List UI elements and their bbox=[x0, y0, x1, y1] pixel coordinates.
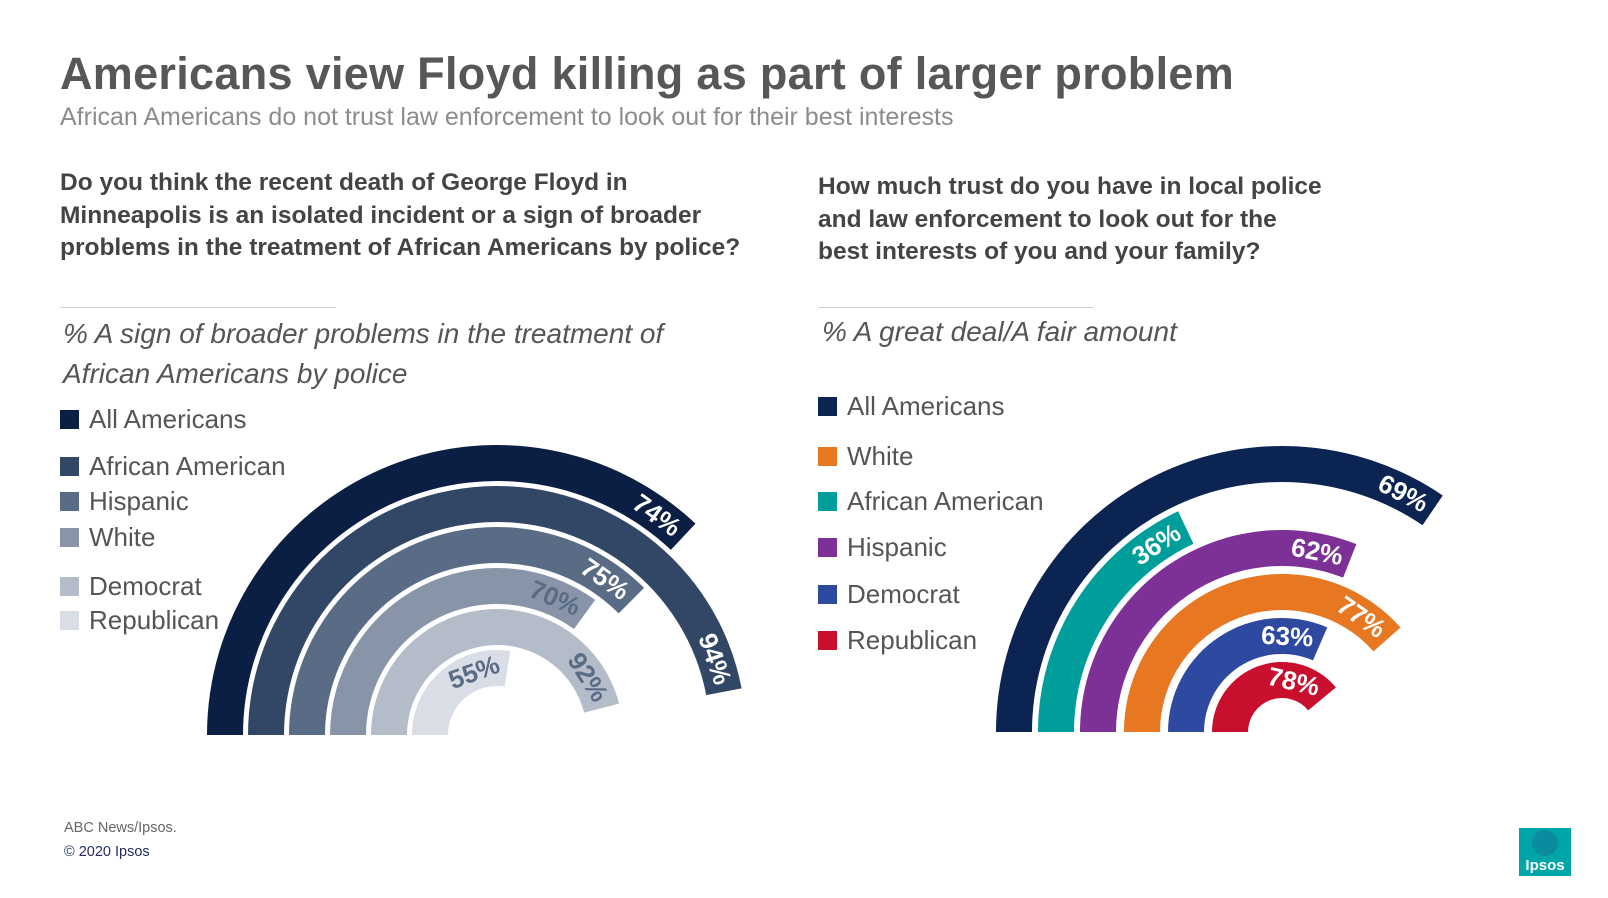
legend-swatch bbox=[60, 457, 79, 476]
legend-swatch bbox=[818, 447, 837, 466]
left-metric-label: % A sign of broader problems in the trea… bbox=[63, 318, 664, 389]
right-metric-label: % A great deal/A fair amount bbox=[822, 316, 1177, 347]
legend-swatch bbox=[818, 538, 837, 557]
right-question: How much trust do you have in local poli… bbox=[818, 173, 1322, 265]
legend-swatch bbox=[60, 577, 79, 596]
copyright-note: © 2020 Ipsos bbox=[64, 844, 150, 860]
legend-item: Democrat bbox=[818, 579, 960, 610]
left-divider bbox=[60, 307, 336, 308]
legend-label: All Americans bbox=[847, 391, 1005, 421]
radial-bar bbox=[996, 446, 1443, 732]
legend-label: Hispanic bbox=[89, 486, 189, 516]
legend-swatch bbox=[60, 492, 79, 511]
legend-item: Republican bbox=[60, 605, 219, 636]
data-label: 63% bbox=[1260, 620, 1314, 653]
legend-item: Democrat bbox=[60, 571, 202, 602]
ipsos-logo: Ipsos bbox=[1519, 828, 1571, 876]
legend-label: White bbox=[847, 441, 914, 471]
source-note: ABC News/Ipsos. bbox=[64, 820, 177, 836]
radial-bar bbox=[289, 527, 645, 735]
legend-item: African American bbox=[60, 451, 286, 482]
legend-label: Republican bbox=[847, 625, 978, 655]
logo-figure bbox=[1531, 830, 1558, 856]
radial-bar bbox=[412, 650, 511, 735]
legend-item: White bbox=[818, 441, 913, 472]
radial-bar bbox=[1038, 511, 1194, 732]
left-question: Do you think the recent death of George … bbox=[60, 169, 741, 261]
radial-bar bbox=[1124, 573, 1401, 732]
radial-bar bbox=[248, 485, 742, 735]
radial-bar bbox=[1168, 618, 1328, 732]
radial-chart-0: 74%94%75%70%92%55% bbox=[207, 444, 742, 735]
radial-bar bbox=[330, 568, 596, 735]
page-title: Americans view Floyd killing as part of … bbox=[60, 48, 1235, 99]
legend-item: All Americans bbox=[60, 404, 247, 435]
legend-swatch bbox=[818, 492, 837, 511]
radial-bar bbox=[207, 444, 696, 735]
legend-swatch bbox=[60, 410, 79, 429]
legend-item: All Americans bbox=[818, 391, 1005, 422]
legend-label: African American bbox=[847, 486, 1044, 516]
legend-swatch bbox=[818, 397, 837, 416]
radial-chart-1: 69%36% 62%77%63%78% bbox=[996, 446, 1443, 732]
legend-item: Hispanic bbox=[818, 532, 947, 563]
legend-label: Hispanic bbox=[847, 532, 947, 562]
logo-text: Ipsos bbox=[1525, 857, 1564, 874]
legend-swatch bbox=[60, 528, 79, 547]
legend-item: White bbox=[60, 522, 155, 553]
legend-swatch bbox=[818, 631, 837, 650]
legend-label: All Americans bbox=[89, 404, 247, 434]
legend-label: Democrat bbox=[89, 571, 202, 601]
legend-label: Democrat bbox=[847, 579, 960, 609]
right-divider bbox=[818, 307, 1094, 308]
legend-label: Republican bbox=[89, 605, 220, 635]
legend-label: White bbox=[89, 522, 156, 552]
legend-swatch bbox=[818, 585, 837, 604]
legend-swatch bbox=[60, 611, 79, 630]
legend-item: Hispanic bbox=[60, 486, 189, 517]
radial-bar bbox=[1080, 530, 1357, 732]
page-subtitle: African Americans do not trust law enfor… bbox=[60, 103, 954, 131]
legend-item: African American bbox=[818, 486, 1044, 517]
legend-item: Republican bbox=[818, 625, 977, 656]
radial-bar bbox=[1212, 661, 1336, 732]
radial-bar bbox=[371, 608, 620, 735]
logo-shape bbox=[1519, 828, 1571, 876]
legend-label: African American bbox=[89, 451, 286, 481]
